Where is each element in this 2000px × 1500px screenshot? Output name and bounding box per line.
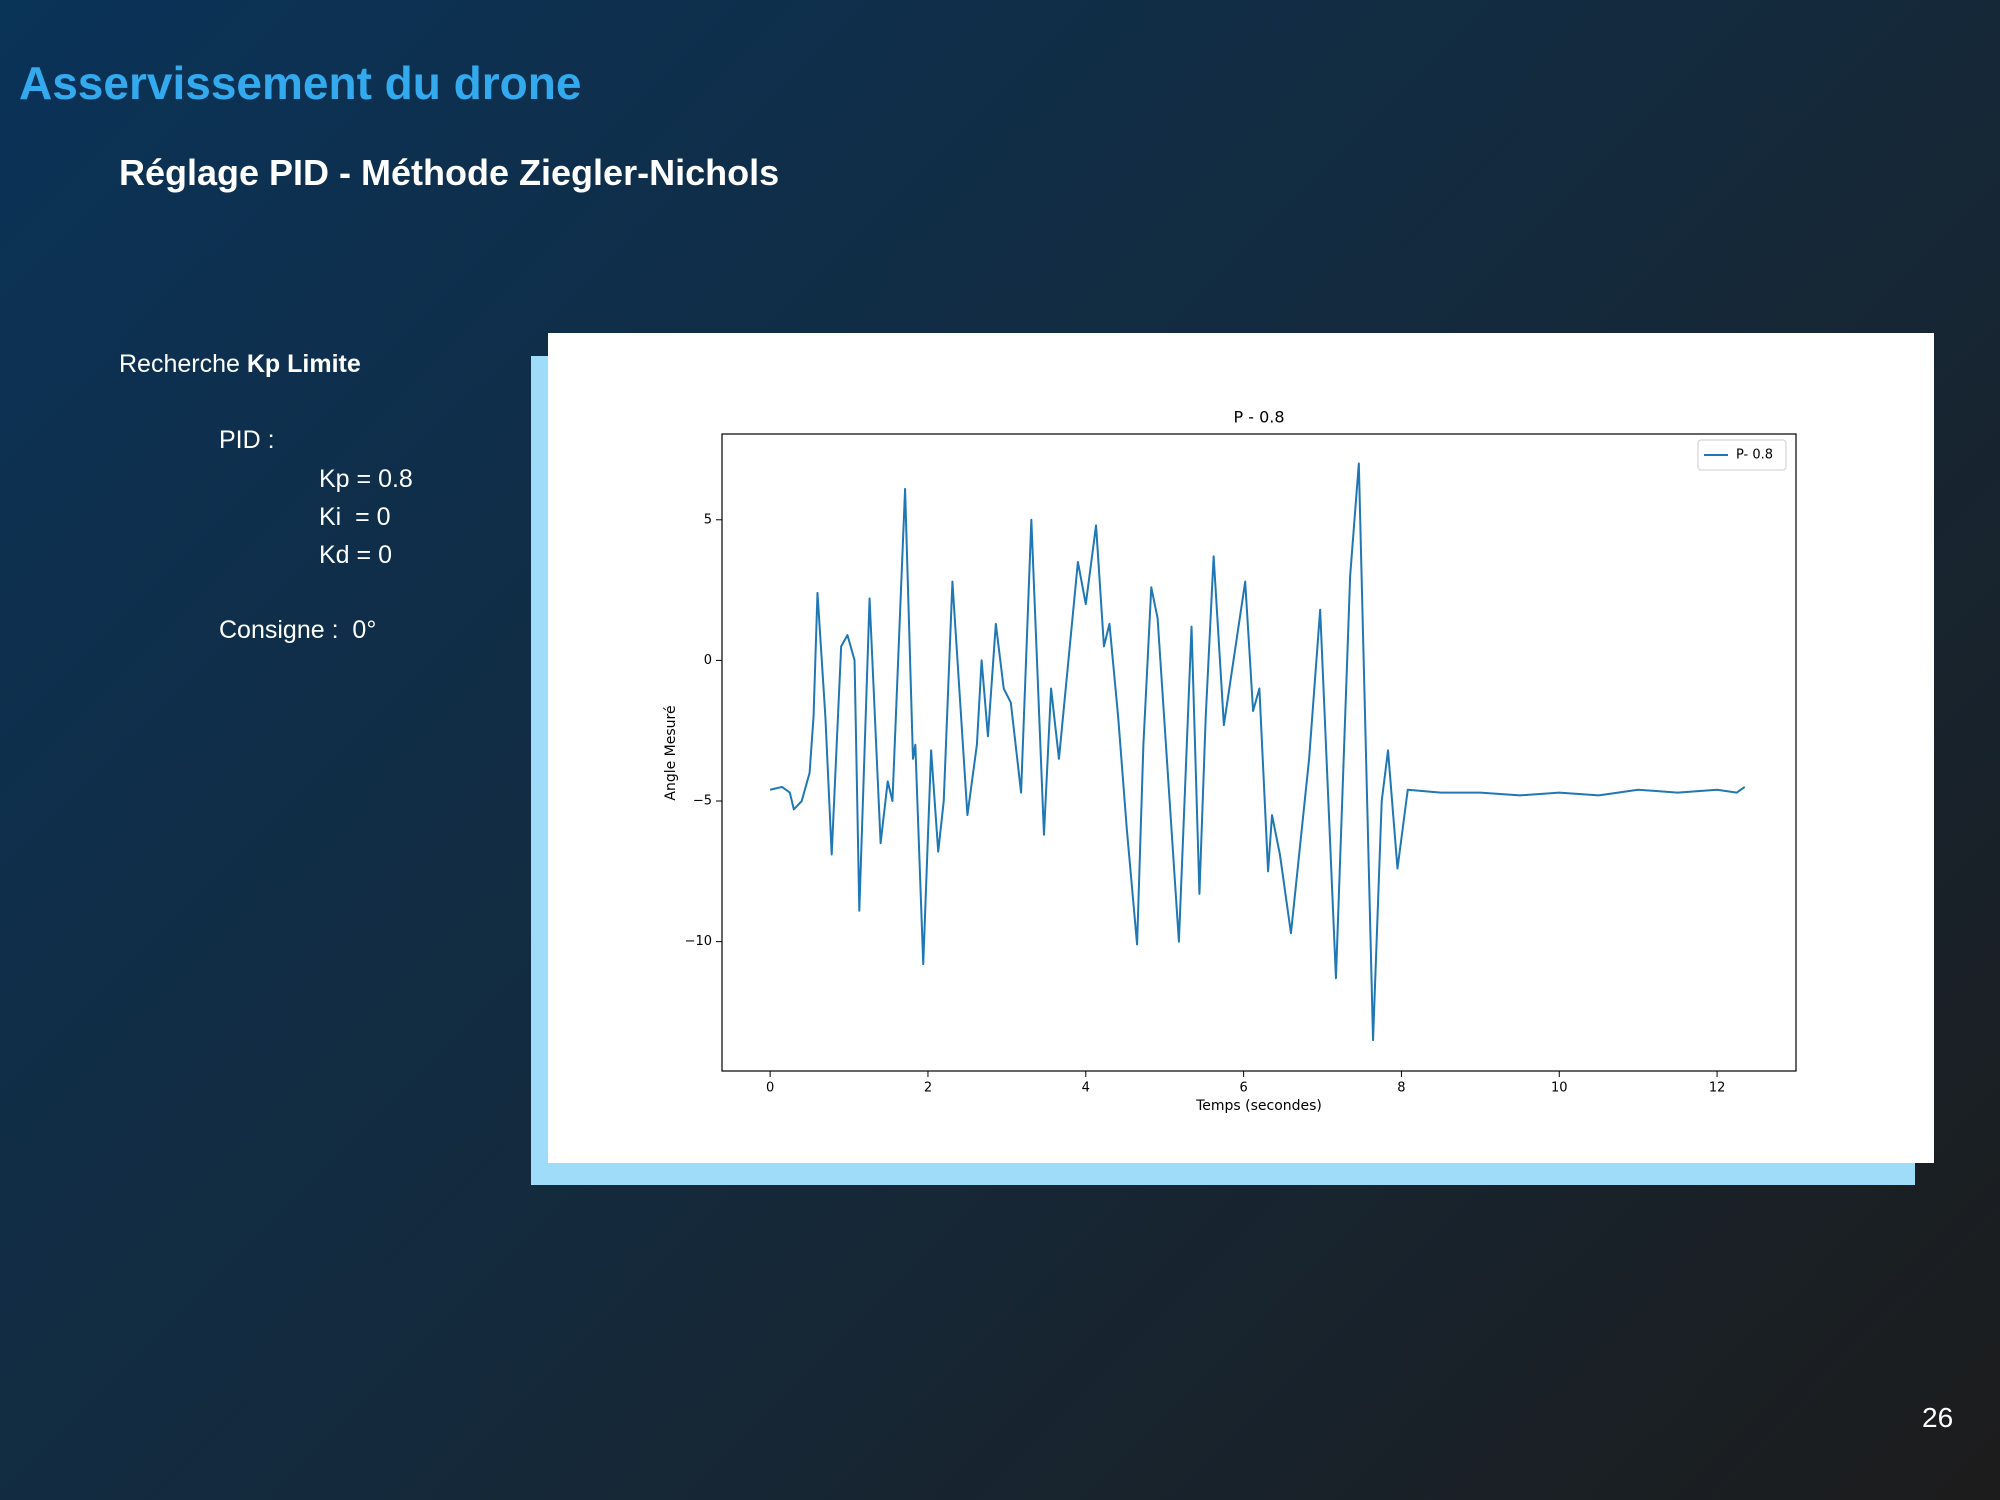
param: Kp = 0.8 [319, 465, 413, 493]
x-tick-label: 4 [1082, 1081, 1090, 1096]
page-number: 26 [1922, 1402, 1954, 1433]
slide-subtitle: Réglage PID - Méthode Ziegler-Nichols [119, 152, 780, 193]
y-tick-label: −5 [693, 794, 712, 809]
plot-frame [721, 433, 1797, 1072]
data-line [769, 462, 1746, 1042]
x-tick-label: 8 [1397, 1081, 1405, 1096]
legend-label: P- 0.8 [1736, 448, 1773, 463]
y-tick-label: 5 [704, 512, 712, 527]
param: Kd = 0 [319, 541, 392, 569]
setpoint: Consigne : 0° [219, 616, 377, 644]
y-axis-label: Angle Mesuré [663, 705, 679, 800]
chart-background [548, 333, 1934, 1163]
search-label: Recherche [119, 350, 240, 378]
legend-box [1697, 439, 1787, 471]
pid-label: PID : [219, 426, 275, 454]
y-tick-label: 0 [704, 653, 712, 668]
search-emphasis: Kp Limite [246, 350, 361, 378]
y-tick-label: −10 [685, 934, 712, 949]
chart-title: P - 0.8 [1233, 408, 1284, 427]
x-tick-label: 6 [1239, 1081, 1247, 1096]
x-axis-label: Temps (secondes) [1195, 1098, 1322, 1114]
x-tick-label: 12 [1709, 1081, 1726, 1096]
x-tick-label: 0 [766, 1081, 774, 1096]
x-tick-label: 2 [924, 1081, 932, 1096]
slide-title: Asservissement du drone [19, 57, 582, 109]
x-tick-label: 10 [1551, 1081, 1568, 1096]
param: Ki = 0 [319, 503, 391, 531]
search-line: Recherche Kp Limite [119, 350, 361, 379]
